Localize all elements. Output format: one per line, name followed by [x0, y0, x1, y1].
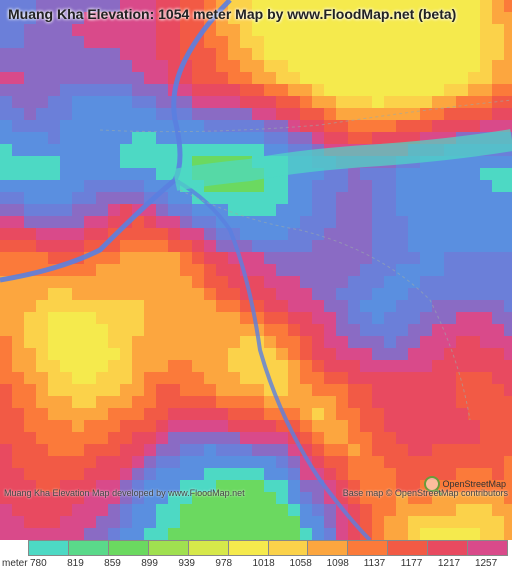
elevation-grid [0, 0, 512, 540]
legend-swatch [427, 540, 467, 556]
legend-swatch [68, 540, 108, 556]
legend-swatch [467, 540, 508, 556]
attribution-left: Muang Kha Elevation Map developed by www… [4, 488, 245, 498]
legend-labels: meter 7808198598999399781018105810981137… [0, 558, 512, 569]
legend-swatch [28, 540, 68, 556]
legend-swatch [228, 540, 268, 556]
legend-swatch [148, 540, 188, 556]
legend-value: 1058 [290, 558, 327, 569]
elevation-legend: meter 7808198598999399781018105810981137… [0, 540, 512, 582]
legend-value: 1217 [438, 558, 475, 569]
legend-value: 1177 [401, 558, 438, 569]
legend-value: 1098 [327, 558, 364, 569]
elevation-map[interactable]: Muang Kha Elevation: 1054 meter Map by w… [0, 0, 512, 540]
legend-swatch [307, 540, 347, 556]
legend-value: 859 [104, 558, 141, 569]
legend-value: 978 [215, 558, 252, 569]
legend-value: 1257 [475, 558, 512, 569]
legend-unit: meter [0, 558, 30, 569]
legend-swatch [347, 540, 387, 556]
legend-swatch [188, 540, 228, 556]
legend-value: 939 [178, 558, 215, 569]
map-title: Muang Kha Elevation: 1054 meter Map by w… [8, 6, 456, 22]
map-container: Muang Kha Elevation: 1054 meter Map by w… [0, 0, 512, 582]
legend-swatch [108, 540, 148, 556]
legend-value: 1018 [252, 558, 289, 569]
legend-swatch [268, 540, 308, 556]
legend-value: 1137 [364, 558, 401, 569]
legend-color-bar [28, 540, 508, 556]
attribution-right: Base map © OpenStreetMap contributors [343, 488, 508, 498]
legend-swatch [387, 540, 427, 556]
legend-value: 780 [30, 558, 67, 569]
legend-value: 819 [67, 558, 104, 569]
legend-value: 899 [141, 558, 178, 569]
